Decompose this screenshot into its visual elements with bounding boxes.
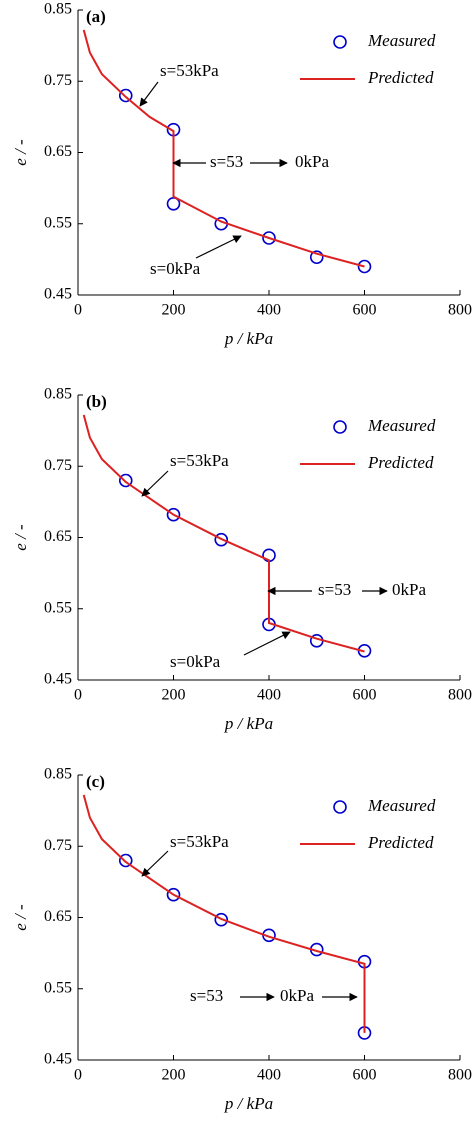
y-axis-label: e / - (11, 904, 30, 931)
legend-marker (333, 420, 347, 434)
x-tick-label: 600 (353, 1067, 377, 1084)
legend-label: Predicted (367, 68, 434, 87)
x-tick-label: 400 (257, 302, 281, 319)
y-tick-label: 0.85 (44, 386, 72, 403)
x-axis-label: p / kPa (224, 1094, 273, 1113)
legend-label: Predicted (367, 833, 434, 852)
y-tick-label: 0.55 (44, 599, 72, 616)
legend-marker (333, 800, 347, 814)
measured-point (214, 532, 229, 547)
annotation-arrow (243, 631, 291, 656)
annotation: 0kPa (295, 152, 329, 171)
y-tick-label: 0.45 (44, 1051, 72, 1068)
predicted-line (82, 794, 366, 1033)
legend-marker (333, 35, 347, 49)
y-tick-label: 0.45 (44, 286, 72, 303)
annotation: s=53kPa (170, 832, 229, 851)
y-axis-label: e / - (11, 139, 30, 166)
annotation-arrow (139, 81, 159, 107)
y-tick-label: 0.75 (44, 457, 72, 474)
legend-label: Measured (367, 796, 436, 815)
measured-point (309, 250, 324, 265)
measured-point (214, 912, 229, 927)
x-tick-label: 0 (74, 1067, 82, 1084)
x-tick-label: 200 (162, 1067, 186, 1084)
y-tick-label: 0.65 (44, 143, 72, 160)
annotation: 0kPa (392, 580, 426, 599)
annotation-arrow (141, 470, 169, 497)
annotation-arrow (141, 850, 169, 877)
y-tick-label: 0.85 (44, 1, 72, 18)
panel-label: (c) (86, 772, 105, 791)
annotation: s=53kPa (170, 451, 229, 470)
x-tick-label: 400 (257, 687, 281, 704)
annotation: s=53 (190, 986, 223, 1005)
x-tick-label: 0 (74, 302, 82, 319)
legend-label: Measured (367, 416, 436, 435)
y-tick-label: 0.65 (44, 908, 72, 925)
x-tick-label: 800 (448, 302, 472, 319)
annotation: s=53 (318, 580, 351, 599)
measured-point (357, 259, 372, 274)
annotation: 0kPa (280, 986, 314, 1005)
annotation: s=53kPa (160, 61, 219, 80)
annotation: s=53 (210, 152, 243, 171)
measured-point (118, 88, 133, 103)
y-tick-label: 0.45 (44, 671, 72, 688)
y-tick-label: 0.75 (44, 837, 72, 854)
x-tick-label: 0 (74, 687, 82, 704)
x-tick-label: 800 (448, 1067, 472, 1084)
panel-label: (a) (86, 7, 106, 26)
y-tick-label: 0.85 (44, 766, 72, 783)
legend-label: Predicted (367, 453, 434, 472)
measured-point (262, 231, 276, 245)
measured-point (166, 887, 181, 902)
x-tick-label: 600 (353, 687, 377, 704)
x-tick-label: 800 (448, 687, 472, 704)
annotation: s=0kPa (150, 259, 201, 278)
x-tick-label: 200 (162, 302, 186, 319)
x-tick-label: 400 (257, 1067, 281, 1084)
y-tick-label: 0.55 (44, 979, 72, 996)
measured-point (118, 473, 133, 488)
y-axis-label: e / - (11, 524, 30, 551)
x-tick-label: 200 (162, 687, 186, 704)
predicted-line (82, 29, 365, 268)
x-axis-label: p / kPa (224, 329, 273, 348)
y-tick-label: 0.55 (44, 214, 72, 231)
legend-label: Measured (367, 31, 436, 50)
annotation: s=0kPa (170, 652, 221, 671)
y-tick-label: 0.75 (44, 72, 72, 89)
y-tick-label: 0.65 (44, 528, 72, 545)
x-axis-label: p / kPa (224, 714, 273, 733)
predicted-line (82, 414, 365, 653)
measured-point (118, 853, 133, 868)
panel-label: (b) (86, 392, 107, 411)
annotation-arrow (195, 235, 242, 259)
measured-point (166, 507, 181, 522)
x-tick-label: 600 (353, 302, 377, 319)
